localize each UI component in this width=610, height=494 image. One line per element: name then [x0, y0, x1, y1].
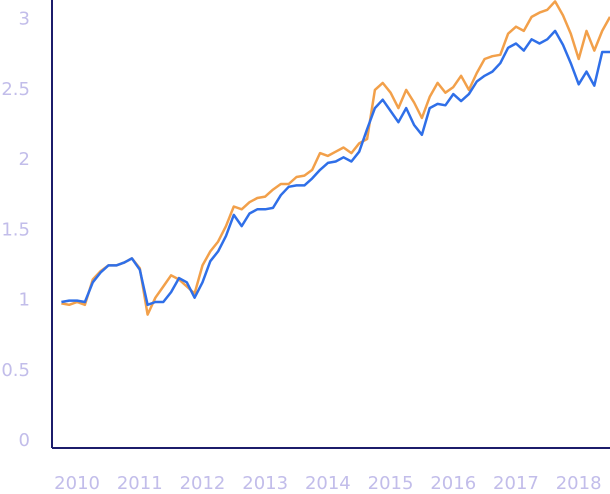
x-tick-label: 2018	[556, 473, 602, 494]
x-tick-label: 2016	[430, 473, 476, 494]
series-line	[61, 0, 610, 316]
x-tick-label: 2017	[493, 473, 539, 494]
x-tick-label: 2015	[368, 473, 414, 494]
series-line	[61, 29, 610, 307]
y-tick-label: 2.5	[1, 79, 30, 100]
y-tick-label: 0	[19, 430, 30, 451]
x-tick-label: 2010	[54, 473, 100, 494]
x-tick-label: 2011	[117, 473, 163, 494]
x-tick-label: 2012	[180, 473, 226, 494]
y-tick-label: 2	[19, 149, 30, 170]
y-tick-label: 1	[19, 290, 30, 311]
y-tick-label: 1.5	[1, 219, 30, 240]
x-tick-label: 2013	[242, 473, 288, 494]
y-tick-label: 3	[19, 9, 30, 30]
y-tick-label: 0.5	[1, 360, 30, 381]
x-tick-label: 2014	[305, 473, 351, 494]
